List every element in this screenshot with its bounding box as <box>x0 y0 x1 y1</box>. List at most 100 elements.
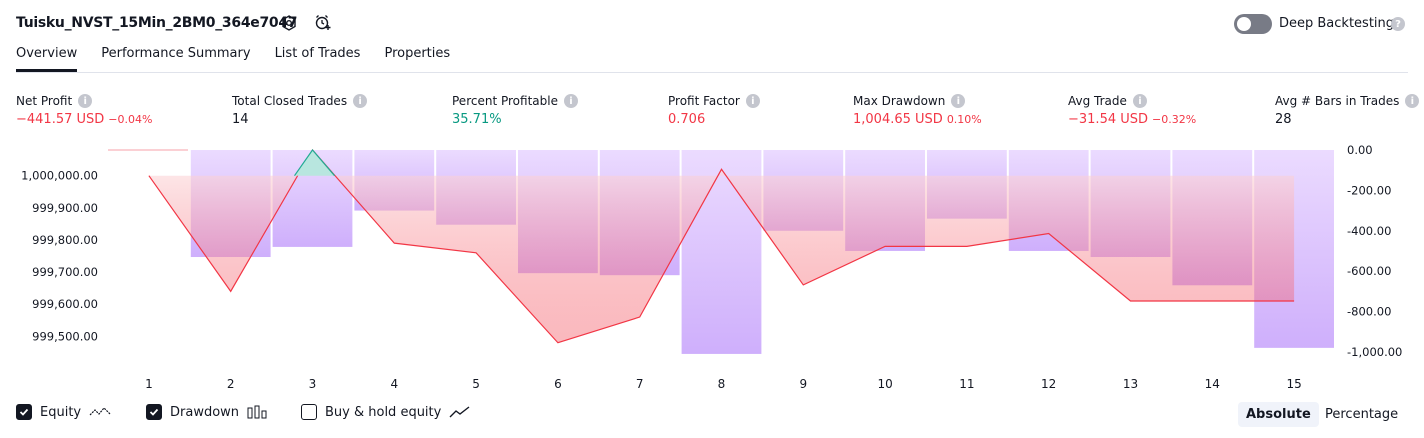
metric-value: 35.71% <box>452 112 578 127</box>
strategy-title: Tuisku_NVST_15Min_2BM0_364e7047 <box>16 15 298 31</box>
metric-value-text: 35.71% <box>452 112 502 127</box>
drawdown-axis-tick: -400.00 <box>1347 224 1391 238</box>
tab-divider <box>16 72 1408 73</box>
tab-performance-summary[interactable]: Performance Summary <box>101 46 251 61</box>
trade-number-tick: 3 <box>309 377 317 391</box>
equity-axis-tick: 999,500.00 <box>32 329 98 343</box>
drawdown-axis-tick: -1,000.00 <box>1347 345 1402 359</box>
info-icon[interactable]: i <box>1405 94 1420 108</box>
metric-total-closed-trades: Total Closed Trades i 14 <box>232 94 368 127</box>
trade-number-tick: 11 <box>959 377 974 391</box>
equity-axis-tick: 999,800.00 <box>32 233 98 247</box>
tab-bar: Overview Performance Summary List of Tra… <box>16 46 474 72</box>
metric-sub-value: −0.32% <box>1152 113 1197 126</box>
metric-label: Avg # Bars in Trades i <box>1275 94 1420 108</box>
metric-net-profit: Net Profit i −441.57 USD −0.04% <box>16 94 152 127</box>
equity-axis-tick: 1,000,000.00 <box>21 169 98 183</box>
trade-number-tick: 6 <box>554 377 562 391</box>
percentage-button[interactable]: Percentage <box>1325 407 1399 422</box>
equity-axis-tick: 999,700.00 <box>32 265 98 279</box>
metric-label-text: Max Drawdown <box>853 94 946 108</box>
trade-number-tick: 10 <box>877 377 892 391</box>
metric-label-text: Percent Profitable <box>452 94 558 108</box>
equity-line-positive <box>294 149 336 177</box>
drawdown-axis-tick: -200.00 <box>1347 183 1391 197</box>
tab-properties[interactable]: Properties <box>384 46 451 61</box>
metric-value: 0.706 <box>668 112 760 127</box>
drawdown-label: Drawdown <box>170 404 240 420</box>
metric-sub-value: 0.10% <box>946 113 982 126</box>
drawdown-axis-tick: -800.00 <box>1347 305 1391 319</box>
metric-label: Net Profit i <box>16 94 152 108</box>
metric-sub-value: −0.04% <box>108 113 153 126</box>
tab-overview[interactable]: Overview <box>16 46 78 72</box>
metric-label: Total Closed Trades i <box>232 94 368 108</box>
equity-drawdown-chart: 1,000,000.00 999,900.00 999,800.00 999,700.… <box>21 143 1402 391</box>
help-icon[interactable]: ? <box>1391 17 1405 31</box>
metric-label: Percent Profitable i <box>452 94 578 108</box>
metric-label: Max Drawdown i <box>853 94 982 108</box>
absolute-button[interactable]: Absolute <box>1238 402 1319 427</box>
trade-number-tick: 15 <box>1286 377 1301 391</box>
empty-checkbox-icon <box>301 404 317 420</box>
metric-value-text: 28 <box>1275 112 1292 127</box>
equity-line <box>148 148 1295 344</box>
metric-label-text: Avg Trade <box>1068 94 1127 108</box>
equity-line-icon <box>89 407 111 416</box>
trade-number-tick: 12 <box>1041 377 1056 391</box>
check-icon <box>146 404 162 420</box>
deep-backtesting-label: Deep Backtesting <box>1279 16 1395 31</box>
metric-value-text: −441.57 USD <box>16 112 105 127</box>
trade-number-tick: 4 <box>390 377 398 391</box>
metric-value: −31.54 USD −0.32% <box>1068 112 1196 127</box>
trade-number-tick: 2 <box>227 377 235 391</box>
metric-label-text: Net Profit <box>16 94 73 108</box>
tab-list-of-trades[interactable]: List of Trades <box>274 46 361 61</box>
metric-percent-profitable: Percent Profitable i 35.71% <box>452 94 578 127</box>
trade-number-tick: 13 <box>1123 377 1138 391</box>
drawdown-checkbox[interactable]: Drawdown <box>146 404 269 420</box>
metric-value: 14 <box>232 112 367 127</box>
deep-backtesting-toggle[interactable] <box>1234 14 1272 34</box>
trade-number-tick: 8 <box>718 377 726 391</box>
equity-area <box>148 150 1295 343</box>
metric-value-text: 14 <box>232 112 249 127</box>
trade-number-tick: 9 <box>799 377 807 391</box>
trade-number-tick: 5 <box>472 377 480 391</box>
metric-avg-trade: Avg Trade i −31.54 USD −0.32% <box>1068 94 1196 127</box>
metric-value: 28 <box>1275 112 1419 127</box>
metric-profit-factor: Profit Factor i 0.706 <box>668 94 760 127</box>
equity-checkbox[interactable]: Equity <box>16 404 111 420</box>
info-icon[interactable]: i <box>951 94 966 108</box>
info-icon[interactable]: i <box>563 94 578 108</box>
drawdown-bars-icon <box>247 405 267 419</box>
metric-value: −441.57 USD −0.04% <box>16 112 152 127</box>
metric-value-text: 1,004.65 USD <box>853 112 943 127</box>
metric-label: Profit Factor i <box>668 94 760 108</box>
metric-label-text: Avg # Bars in Trades <box>1275 94 1400 108</box>
metric-label-text: Total Closed Trades <box>232 94 348 108</box>
drawdown-axis-tick: -600.00 <box>1347 264 1391 278</box>
info-icon[interactable]: i <box>745 94 760 108</box>
info-icon[interactable]: i <box>353 94 368 108</box>
equity-axis-tick: 999,900.00 <box>32 201 98 215</box>
buy-hold-label: Buy & hold equity <box>325 404 442 420</box>
buy-hold-checkbox[interactable]: Buy & hold equity <box>301 404 471 420</box>
equity-label: Equity <box>40 404 82 420</box>
trade-number-tick: 1 <box>145 377 153 391</box>
equity-axis-tick: 999,600.00 <box>32 297 98 311</box>
drawdown-axis-tick: 0.00 <box>1347 143 1373 157</box>
metric-max-drawdown: Max Drawdown i 1,004.65 USD 0.10% <box>853 94 982 127</box>
info-icon[interactable]: i <box>1132 94 1147 108</box>
metric-avg-bars-in-trades: Avg # Bars in Trades i 28 <box>1275 94 1420 127</box>
trade-number-tick: 14 <box>1205 377 1220 391</box>
metric-value-text: −31.54 USD <box>1068 112 1149 127</box>
check-icon <box>16 404 32 420</box>
info-icon[interactable]: i <box>78 94 93 108</box>
buy-hold-line-icon <box>449 406 470 418</box>
add-alert-icon[interactable] <box>312 12 334 34</box>
metric-value-text: 0.706 <box>668 112 706 127</box>
metric-value: 1,004.65 USD 0.10% <box>853 112 982 127</box>
metric-label-text: Profit Factor <box>668 94 740 108</box>
settings-icon[interactable] <box>278 12 300 34</box>
